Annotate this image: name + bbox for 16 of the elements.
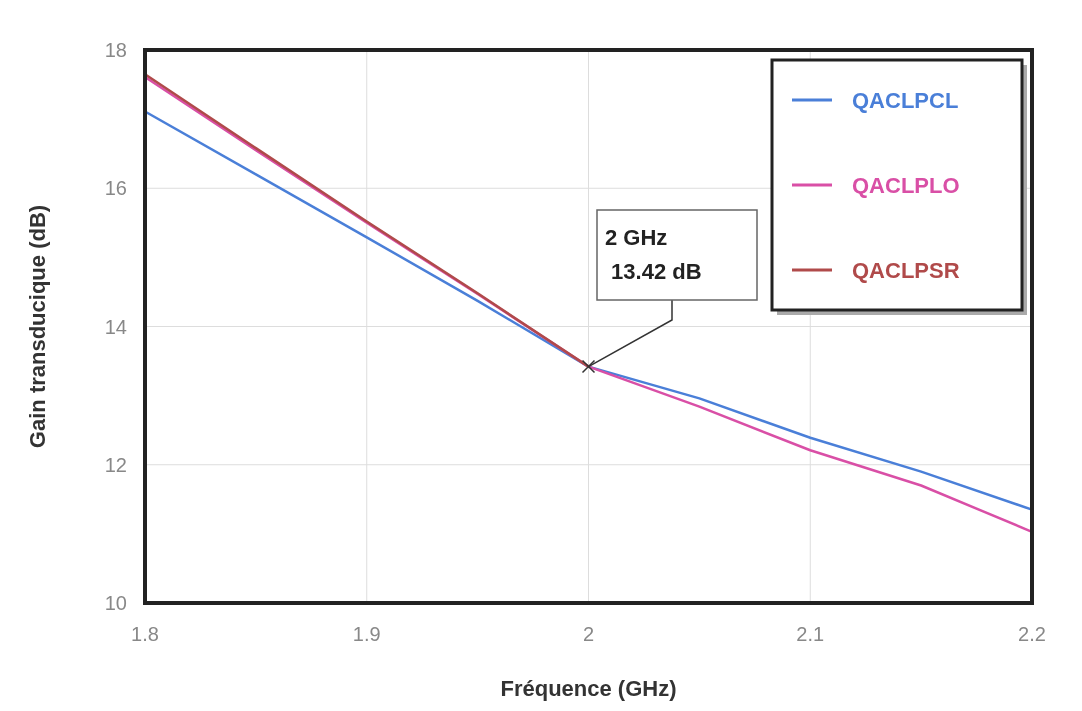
x-tick-label: 2.1 [796, 623, 825, 645]
y-tick-label: 14 [104, 315, 127, 338]
y-tick-label: 18 [104, 39, 127, 61]
annotation: 2 GHz 13.42 dB [605, 225, 702, 284]
x-tick-label: 2 [582, 623, 595, 645]
y-axis-title: Gain transducique (dB) [25, 204, 50, 449]
x-axis-title: Fréquence (GHz) [500, 676, 677, 701]
x-tick-label: 2.2 [1018, 623, 1046, 645]
y-tick-label: 12 [104, 453, 127, 476]
x-tick-label: 1.8 [131, 623, 159, 645]
y-tick-label: 10 [104, 592, 127, 614]
legend-label: QACLPSR [852, 258, 960, 283]
y-tick-label: 16 [104, 177, 127, 200]
legend-label: QACLPLO [852, 173, 960, 198]
legend-label: QACLPCL [852, 88, 959, 113]
x-tick-label: 1.9 [352, 623, 381, 645]
